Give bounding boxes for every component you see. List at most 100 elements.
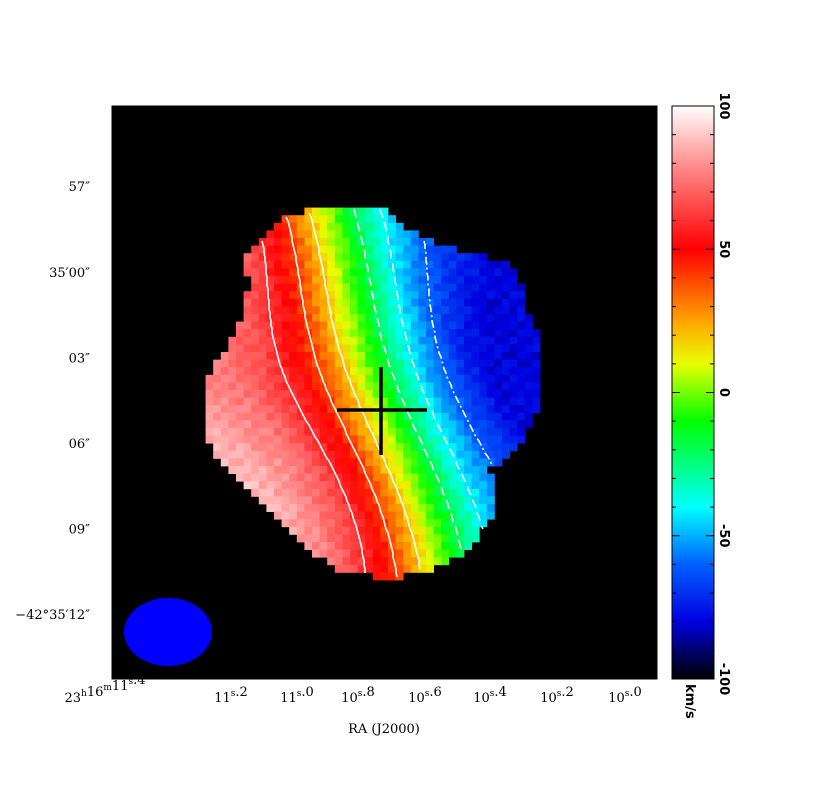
velocity-pixel: [403, 276, 412, 284]
velocity-pixel: [365, 253, 374, 262]
velocity-pixel: [426, 321, 434, 330]
velocity-pixel: [502, 412, 510, 421]
velocity-pixel: [395, 321, 404, 330]
velocity-pixel: [274, 511, 282, 520]
velocity-pixel: [205, 435, 214, 444]
velocity-pixel: [327, 511, 336, 520]
contour-line: [308, 212, 421, 570]
contour-line: [285, 216, 398, 578]
velocity-pixel: [479, 291, 488, 300]
velocity-pixel: [433, 298, 442, 307]
velocity-pixel: [274, 336, 282, 345]
velocity-pixel: [502, 450, 510, 459]
velocity-pixel: [388, 557, 396, 566]
velocity-pixel: [350, 496, 358, 505]
velocity-pixel: [426, 336, 434, 345]
x-tick-label: 10s.2: [540, 685, 574, 706]
velocity-pixel: [426, 420, 434, 429]
velocity-pixel: [448, 321, 457, 330]
velocity-pixel: [327, 405, 336, 414]
velocity-pixel: [372, 329, 381, 338]
velocity-pixel: [251, 412, 260, 421]
velocity-pixel: [456, 511, 465, 520]
velocity-pixel: [479, 329, 488, 338]
velocity-pixel: [486, 268, 495, 277]
velocity-pixel: [289, 215, 298, 224]
velocity-pixel: [433, 526, 442, 535]
velocity-pixel: [403, 511, 412, 520]
velocity-pixel: [304, 435, 313, 444]
velocity-pixel: [274, 488, 282, 497]
velocity-pixel: [357, 314, 366, 322]
velocity-pixel: [502, 344, 510, 353]
velocity-pixel: [403, 488, 412, 497]
velocity-pixel: [388, 382, 396, 391]
velocity-pixel: [258, 412, 267, 421]
velocity-pixel: [532, 367, 541, 376]
velocity-pixel: [388, 564, 396, 573]
velocity-pixel: [410, 412, 419, 421]
velocity-pixel: [289, 428, 298, 436]
velocity-pixel: [410, 329, 419, 338]
velocity-pixel: [388, 215, 396, 224]
velocity-pixel: [220, 367, 229, 376]
velocity-pixel: [395, 344, 404, 353]
velocity-pixel: [502, 420, 510, 429]
velocity-pixel: [213, 405, 222, 414]
velocity-pixel: [471, 526, 480, 535]
velocity-pixel: [479, 344, 488, 353]
velocity-pixel: [418, 564, 427, 573]
velocity-pixel: [494, 298, 503, 307]
velocity-pixel: [243, 329, 252, 338]
velocity-pixel: [357, 526, 366, 535]
velocity-pixel: [220, 352, 229, 360]
velocity-pixel: [441, 336, 450, 345]
velocity-pixel: [296, 352, 305, 360]
velocity-pixel: [471, 374, 480, 383]
velocity-pixel: [266, 268, 275, 277]
velocity-pixel: [274, 276, 282, 284]
velocity-pixel: [441, 412, 450, 421]
velocity-pixel: [319, 215, 328, 224]
velocity-pixel: [372, 253, 381, 262]
velocity-pixel: [502, 329, 510, 338]
velocity-pixel: [433, 276, 442, 284]
velocity-pixel: [441, 260, 450, 269]
velocity-pixel: [403, 473, 412, 482]
velocity-pixel: [403, 352, 412, 360]
velocity-pixel: [281, 238, 290, 246]
velocity-pixel: [380, 435, 389, 444]
velocity-pixel: [403, 450, 412, 459]
velocity-pixel: [388, 238, 396, 246]
velocity-pixel: [350, 420, 358, 429]
velocity-pixel: [380, 390, 389, 398]
velocity-pixel: [357, 412, 366, 421]
velocity-pixel: [372, 314, 381, 322]
velocity-pixel: [494, 405, 503, 414]
velocity-pixel: [486, 260, 495, 269]
velocity-pixel: [365, 291, 374, 300]
velocity-pixel: [334, 283, 343, 292]
velocity-pixel: [281, 291, 290, 300]
velocity-pixel: [372, 519, 381, 528]
velocity-pixel: [228, 458, 237, 467]
velocity-pixel: [509, 268, 518, 277]
velocity-pixel: [403, 420, 412, 429]
velocity-pixel: [365, 352, 374, 360]
velocity-pixel: [327, 276, 336, 284]
velocity-pixel: [365, 412, 374, 421]
velocity-pixel: [464, 344, 472, 353]
velocity-pixel: [296, 382, 305, 391]
velocity-pixel: [304, 230, 313, 239]
velocity-pixel: [494, 458, 503, 467]
velocity-pixel: [380, 306, 389, 315]
velocity-pixel: [266, 291, 275, 300]
velocity-pixel: [380, 420, 389, 429]
velocity-pixel: [433, 443, 442, 452]
velocity-pixel: [372, 443, 381, 452]
velocity-pixel: [388, 549, 396, 558]
velocity-pixel: [228, 405, 237, 414]
velocity-pixel: [312, 336, 320, 345]
velocity-pixel: [251, 298, 260, 307]
velocity-pixel: [319, 367, 328, 376]
